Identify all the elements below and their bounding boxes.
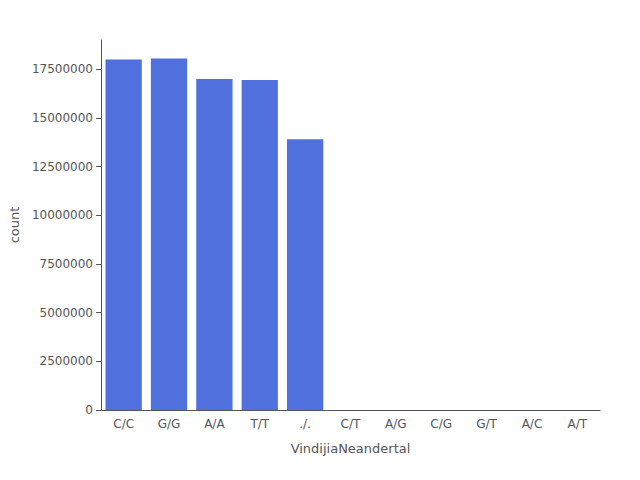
svg-text:VindijiaNeandertal: VindijiaNeandertal (291, 441, 411, 456)
svg-text:T/T: T/T (249, 417, 269, 431)
svg-text:15000000: 15000000 (32, 111, 93, 125)
svg-text:2500000: 2500000 (40, 354, 93, 368)
svg-text:10000000: 10000000 (32, 208, 93, 222)
svg-text:A/C: A/C (522, 417, 543, 431)
svg-text:A/T: A/T (568, 417, 588, 431)
svg-text:C/G: C/G (430, 417, 452, 431)
svg-text:0: 0 (85, 403, 93, 417)
svg-text:A/A: A/A (204, 417, 225, 431)
svg-text:12500000: 12500000 (32, 160, 93, 174)
svg-text:C/C: C/C (113, 417, 134, 431)
svg-text:./.: ./. (299, 417, 311, 431)
svg-text:5000000: 5000000 (40, 306, 93, 320)
svg-text:17500000: 17500000 (32, 62, 93, 76)
svg-text:G/T: G/T (476, 417, 497, 431)
svg-text:count: count (7, 207, 22, 244)
svg-text:7500000: 7500000 (40, 257, 93, 271)
svg-text:A/G: A/G (385, 417, 407, 431)
svg-text:G/G: G/G (158, 417, 181, 431)
svg-text:C/T: C/T (341, 417, 361, 431)
